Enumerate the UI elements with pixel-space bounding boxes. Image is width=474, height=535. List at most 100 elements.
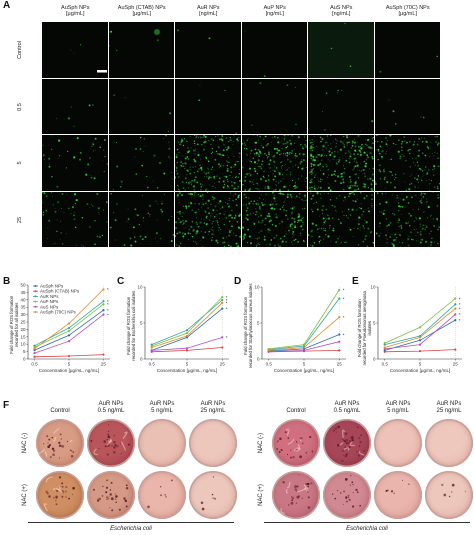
- bacterial-colony: [113, 440, 116, 444]
- fluorescence-spot: [286, 151, 288, 154]
- column-header: AuSph (70C) NPs [µg/mL]: [385, 5, 430, 17]
- fluorescence-spot: [371, 155, 374, 158]
- fluorescence-spot: [58, 155, 61, 157]
- fluorescence-spot: [194, 153, 196, 155]
- fluorescence-spot: [281, 174, 283, 176]
- fluorescence-spot: [177, 184, 179, 187]
- fluorescence-spot: [264, 188, 265, 190]
- y-tick-label: 5: [373, 321, 376, 326]
- fluorescence-spot: [202, 148, 205, 151]
- fluorescence-spot: [371, 157, 374, 160]
- y-tick-label: 35: [20, 305, 26, 310]
- fluorescence-spot: [300, 175, 302, 177]
- fluorescence-spot: [395, 196, 398, 199]
- fluorescence-spot: [365, 162, 367, 165]
- fluorescence-spot: [154, 237, 156, 239]
- fluorescence-spot: [372, 179, 374, 182]
- bacterial-colony: [52, 449, 56, 452]
- fluorescence-spot: [227, 140, 229, 143]
- fluorescence-spot: [144, 145, 146, 147]
- fluorescence-spot: [420, 199, 422, 201]
- fluorescence-spot: [392, 142, 394, 145]
- fluorescence-spot: [406, 222, 409, 224]
- fluorescence-spot: [378, 169, 380, 170]
- bacterial-colony: [107, 497, 110, 500]
- fluorescence-spot: [193, 158, 196, 161]
- fluorescence-spot: [383, 168, 385, 169]
- fluorescence-spot: [290, 201, 292, 203]
- fluorescence-spot: [377, 234, 380, 237]
- fluorescence-spot: [193, 172, 195, 174]
- data-point: [221, 298, 224, 302]
- fluorescence-spot: [161, 208, 162, 209]
- fluorescence-spot: [355, 150, 357, 153]
- fluorescence-spot: [395, 236, 397, 238]
- fluorescence-spot: [336, 140, 338, 142]
- fluorescence-spot: [415, 178, 418, 181]
- fluorescence-spot: [402, 173, 404, 175]
- bacterial-colony: [278, 451, 281, 453]
- fluorescence-spot: [385, 217, 387, 220]
- fluorescence-spot: [398, 241, 400, 243]
- fluorescence-spot: [226, 164, 229, 167]
- fluorescence-spot: [364, 165, 367, 168]
- fluorescence-spot: [76, 137, 79, 140]
- fluorescence-spot: [160, 210, 163, 212]
- fluorescence-spot: [192, 180, 194, 182]
- fluorescence-spot: [389, 171, 392, 173]
- fluorescence-spot: [176, 148, 179, 151]
- fluorescence-spot: [241, 160, 243, 162]
- fluorescence-spot: [114, 218, 117, 221]
- fluorescence-spot: [391, 212, 393, 214]
- fluorescence-spot: [250, 208, 252, 210]
- fluorescence-spot: [324, 143, 326, 145]
- significance-mark: *: [343, 288, 345, 293]
- fluorescence-spot: [181, 215, 183, 217]
- colony-streak: [285, 488, 289, 494]
- fluorescence-spot: [305, 186, 307, 188]
- fluorescence-spot: [184, 189, 186, 191]
- fluorescence-spot: [370, 187, 373, 190]
- fluorescence-spot: [384, 200, 388, 203]
- fluorescence-spot: [296, 215, 300, 218]
- fluorescence-spot: [109, 192, 112, 194]
- fluorescence-spot: [310, 153, 313, 156]
- fluorescence-spot: [344, 168, 346, 170]
- fluorescence-spot: [425, 225, 428, 228]
- fluorescence-spot: [290, 216, 293, 219]
- fluorescence-spot: [391, 233, 392, 235]
- bacterial-colony: [294, 485, 297, 488]
- fluorescence-spot: [326, 217, 328, 219]
- fluorescence-spot: [384, 137, 387, 139]
- fluorescence-spot: [74, 226, 77, 228]
- fluorescence-spot: [301, 221, 304, 223]
- fluorescence-spot: [421, 170, 423, 172]
- colony-streak: [297, 484, 307, 493]
- bacterial-colony: [309, 435, 312, 439]
- fluorescence-spot: [177, 211, 179, 213]
- fluorescence-spot: [132, 225, 135, 228]
- fluorescence-spot: [135, 213, 138, 216]
- y-tick-label: 25: [20, 320, 26, 325]
- fluorescence-spot: [180, 164, 182, 167]
- fluorescence-spot: [426, 172, 428, 174]
- bacterial-colony: [356, 491, 359, 493]
- fluorescence-spot: [343, 143, 345, 146]
- fluorescence-spot: [315, 156, 318, 159]
- micrograph-cell: [308, 22, 374, 78]
- colony-streak: [339, 441, 344, 446]
- fluorescence-spot: [293, 224, 296, 226]
- data-point: [221, 307, 224, 310]
- fluorescence-spot: [360, 162, 361, 164]
- fluorescence-spot: [357, 243, 359, 245]
- fluorescence-spot: [162, 138, 164, 139]
- fluorescence-spot: [262, 198, 264, 200]
- significance-mark: *: [226, 301, 228, 306]
- fluorescence-spot: [436, 142, 440, 145]
- bacterial-colony: [347, 494, 350, 497]
- fluorescence-spot: [363, 226, 364, 227]
- bacterial-colony: [92, 488, 96, 491]
- significance-mark: *: [107, 287, 109, 292]
- fluorescence-spot: [381, 157, 383, 159]
- fluorescence-spot: [427, 205, 430, 208]
